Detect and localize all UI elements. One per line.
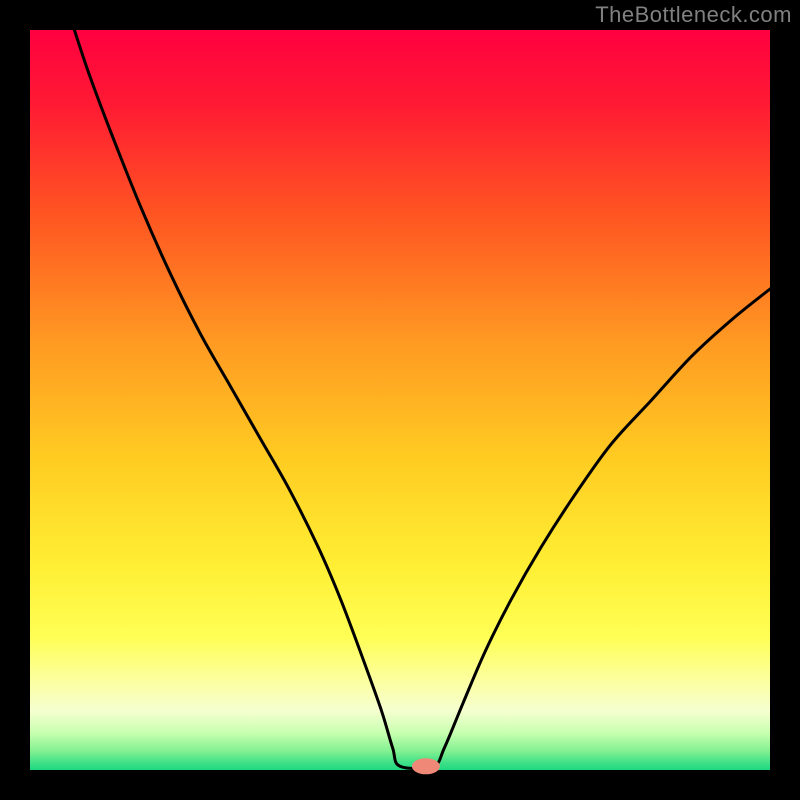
watermark-text: TheBottleneck.com (595, 2, 792, 28)
plot-background (30, 30, 770, 770)
optimal-point-marker (412, 758, 440, 774)
bottleneck-chart (0, 0, 800, 800)
